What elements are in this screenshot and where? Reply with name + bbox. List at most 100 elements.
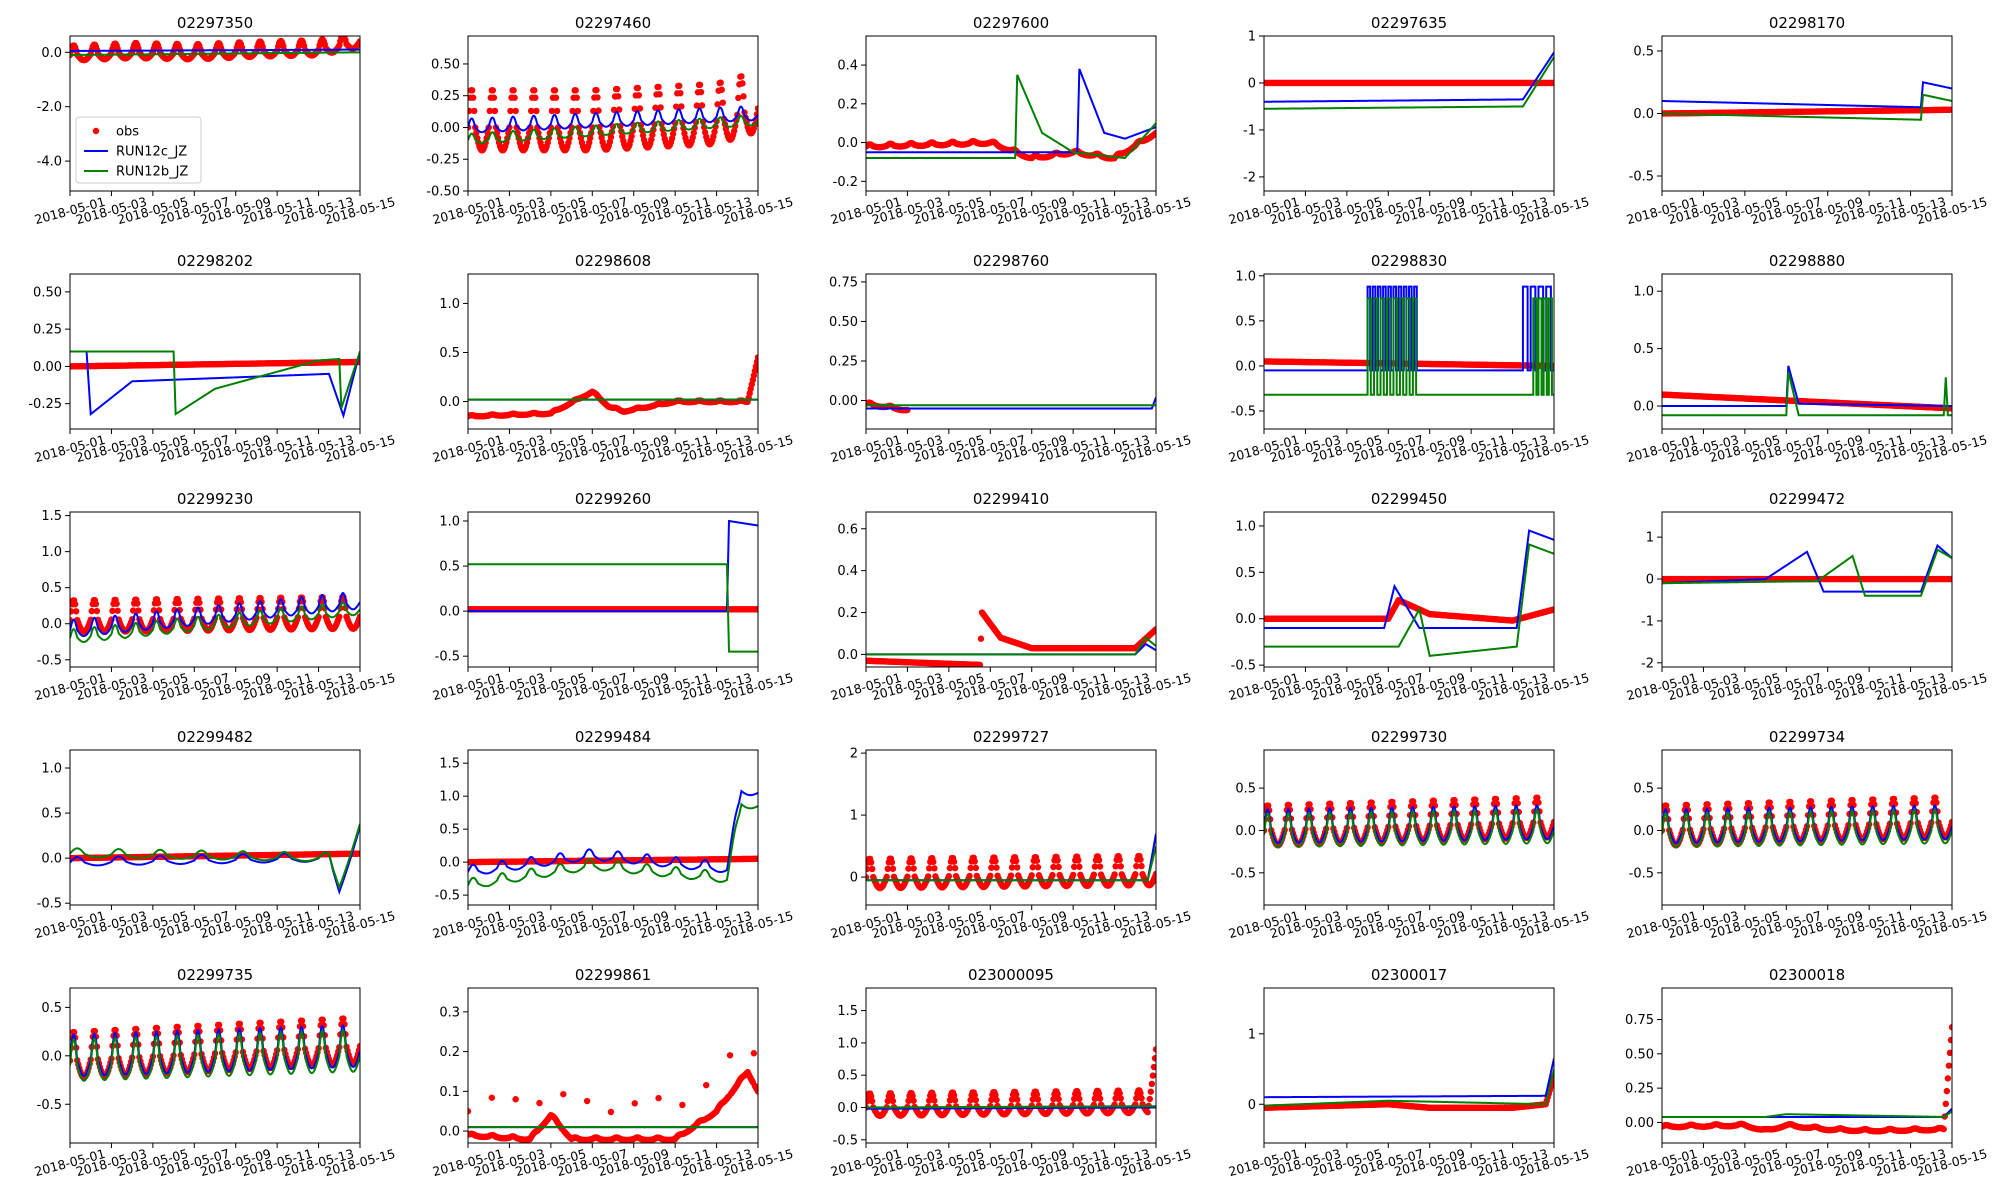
y-tick-label: 1.0 [41,762,62,777]
subplot-title: 02297635 [1371,14,1447,32]
series-RUN12c_JZ [1662,543,1952,593]
y-tick-label: 0.0 [837,136,858,151]
subplot-title: 02298170 [1769,14,1845,32]
obs-point [754,606,758,613]
y-tick-label: -1 [1641,614,1654,629]
obs-point [92,600,100,608]
axes-frame [865,35,1157,192]
series-obs [70,36,360,64]
obs-point [649,131,656,139]
plot-area [70,823,360,896]
obs-point [657,104,664,111]
axes-frame [1661,273,1953,430]
obs-point [634,84,642,92]
subplot-02297635: 0229763510-1-22018-05-012018-05-032018-0… [1227,14,1591,227]
obs-point [1152,129,1156,137]
obs-point [717,79,724,86]
y-tick-label: 0.5 [439,346,460,361]
series-RUN12b_JZ [866,74,1156,160]
series-obs [70,850,360,862]
obs-point [740,93,747,100]
axes-frame [1263,35,1555,192]
obs-point [628,132,635,140]
series-RUN12b_JZ [1264,297,1554,396]
obs-point [635,92,643,99]
axes-frame [865,273,1157,430]
obs-point [468,107,473,115]
axes-frame [69,749,361,906]
obs-point [486,107,493,115]
obs-point [693,102,701,109]
subplot-title: 02297460 [575,14,651,32]
subplot-title: 02299472 [1769,490,1845,508]
obs-point [631,105,638,112]
obs-point [697,88,705,96]
y-tick-label: 1.0 [1235,269,1256,284]
plot-area [866,397,1156,414]
obs-point [593,86,600,94]
subplot-02299472: 0229947210-1-22018-05-012018-05-032018-0… [1625,490,1989,703]
obs-point [1550,606,1554,613]
obs-point [738,73,745,80]
subplot-02299450: 022994501.00.50.0-0.52018-05-012018-05-0… [1227,490,1591,703]
y-tick-label: -2 [1641,656,1654,671]
series-obs [468,73,758,154]
y-tick-label: -0.5 [1629,170,1654,185]
subplot-02298608: 022986081.00.50.02018-05-012018-05-03201… [431,252,795,465]
y-tick-label: 1.5 [41,509,62,524]
obs-point [613,85,621,93]
y-tick-label: 0.00 [431,121,460,136]
y-tick-label: 0.2 [837,606,858,621]
y-tick-label: 0.5 [41,581,62,596]
series-RUN12c_JZ [1662,81,1952,109]
obs-point [468,87,476,94]
obs-point [533,107,540,115]
series-RUN12c_JZ [468,105,758,134]
obs-point [678,103,685,110]
plot-area [866,609,1156,667]
series-RUN12c_JZ [1662,365,1952,408]
y-tick-label: 0.25 [829,354,858,369]
y-tick-label: 0.0 [1633,400,1654,415]
y-tick-label: -0.2 [833,175,858,190]
plot-area [866,68,1156,162]
plot-area [1662,543,1952,597]
obs-point [594,94,601,101]
series-RUN12b_JZ [70,350,360,416]
plot-area [70,350,360,420]
y-tick-label: 0.6 [837,522,858,537]
obs-point [511,94,518,101]
y-tick-label: 0.2 [837,97,858,112]
subplot-title: 02297350 [177,14,253,32]
obs-point [356,38,360,45]
y-tick-label: 1.0 [439,297,460,312]
series-RUN12c_JZ [468,519,758,613]
obs-point [1152,626,1156,633]
obs-point [336,613,343,620]
obs-point [135,607,142,614]
obs-point [587,134,594,142]
y-tick-label: -2.0 [37,100,62,115]
y-tick-label: 0.50 [33,285,62,300]
axes-frame [1263,511,1555,668]
subplot-02298760: 022987600.750.500.250.002018-05-012018-0… [829,252,1193,465]
axes-frame [467,35,759,192]
obs-point [739,80,746,87]
subplot-title: 02299260 [575,490,651,508]
y-tick-label: 0.0 [41,852,62,867]
obs-point [471,107,478,115]
y-tick-label: 0.00 [33,360,62,375]
y-tick-label: 0.5 [439,560,460,575]
obs-point [754,105,758,112]
obs-point [754,354,758,361]
subplot-02298880: 022988801.00.50.02018-05-012018-05-03201… [1625,252,1989,465]
series-RUN12c_JZ [866,68,1156,154]
obs-point [696,81,704,89]
series-obs [468,354,758,420]
axes-frame [865,511,1157,668]
y-tick-label: 0.25 [431,89,460,104]
obs-point [551,87,559,94]
obs-point [490,94,498,101]
y-tick-label: 1 [1646,531,1654,546]
